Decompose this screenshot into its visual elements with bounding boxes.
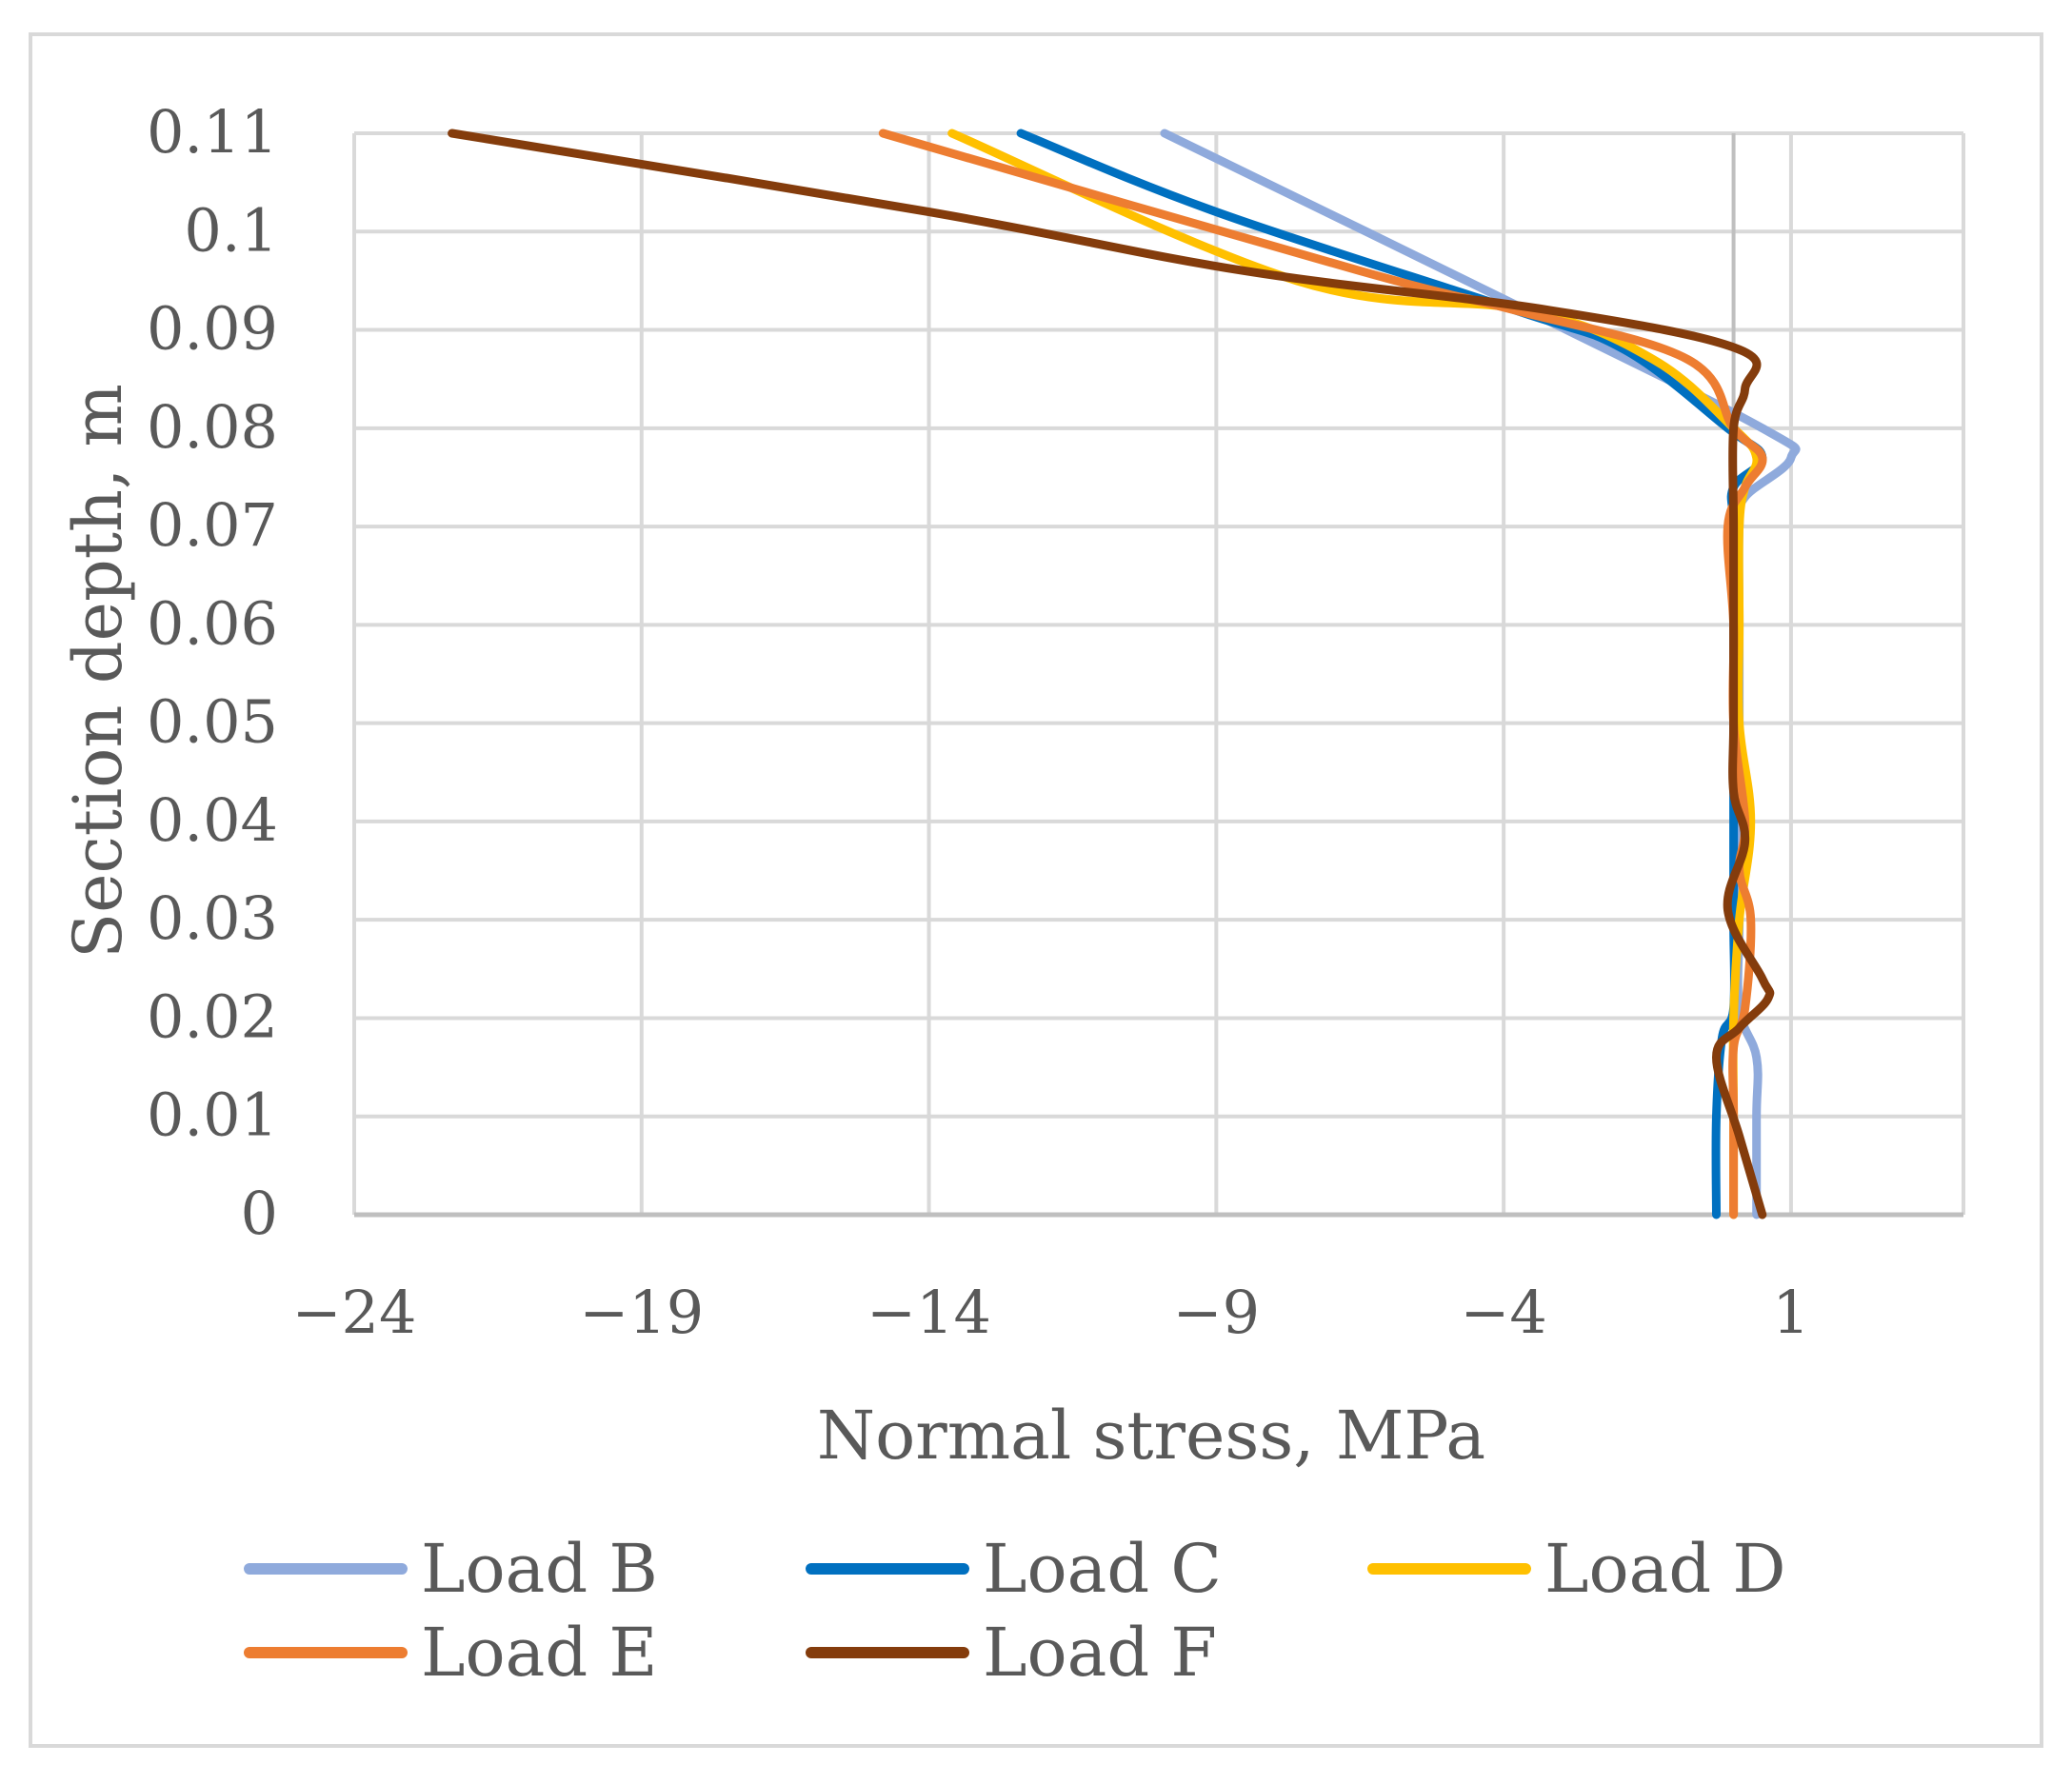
legend-item-load-b: Load B [244,1530,658,1608]
x-tick-label: −9 [1173,1278,1260,1347]
x-tick-label: −4 [1460,1278,1546,1347]
legend: Load B Load C Load D Load E Load F [244,1530,1786,1692]
y-tick-label: 0.03 [147,883,278,953]
legend-item-load-f: Load F [806,1614,1217,1692]
y-tick-label: 0.09 [147,294,278,364]
legend-label: Load F [983,1614,1217,1692]
series-group [448,129,1801,1219]
chart-frame [29,32,2043,1748]
legend-item-load-e: Load E [244,1614,658,1692]
x-tick-label: −24 [292,1278,417,1347]
legend-item-load-c: Load C [806,1530,1222,1608]
legend-label: Load B [421,1530,658,1608]
y-tick-label: 0.05 [147,687,278,757]
x-tick-label: −19 [579,1278,704,1347]
y-tick-label: 0.04 [147,785,278,855]
y-tick-label: 0.02 [147,981,278,1051]
series-line-load-d [947,129,1762,1219]
y-tick-label: 0.06 [147,588,278,658]
y-axis-title: Section depth, m [59,384,137,959]
legend-label: Load C [983,1530,1222,1608]
y-tick-label: 0.07 [147,490,278,560]
tick-labels: 0 0.01 0.02 0.03 0.04 0.05 0.06 0.07 0.08 0.09 0.1… [147,97,1810,1347]
x-axis-title: Normal stress, MPa [817,1397,1485,1475]
series-line-load-e [878,129,1767,1219]
y-tick-label: 0 [241,1179,278,1248]
y-tick-label: 0.11 [147,97,278,167]
legend-label: Load E [421,1614,658,1692]
x-tick-label: −14 [867,1278,991,1347]
y-tick-label: 0.01 [147,1080,278,1150]
y-tick-label: 0.08 [147,392,278,462]
series-line-load-f [448,129,1775,1219]
x-tick-label: 1 [1772,1278,1809,1347]
y-tick-label: 0.1 [184,195,278,265]
legend-item-load-d: Load D [1367,1530,1786,1608]
legend-label: Load D [1544,1530,1786,1608]
